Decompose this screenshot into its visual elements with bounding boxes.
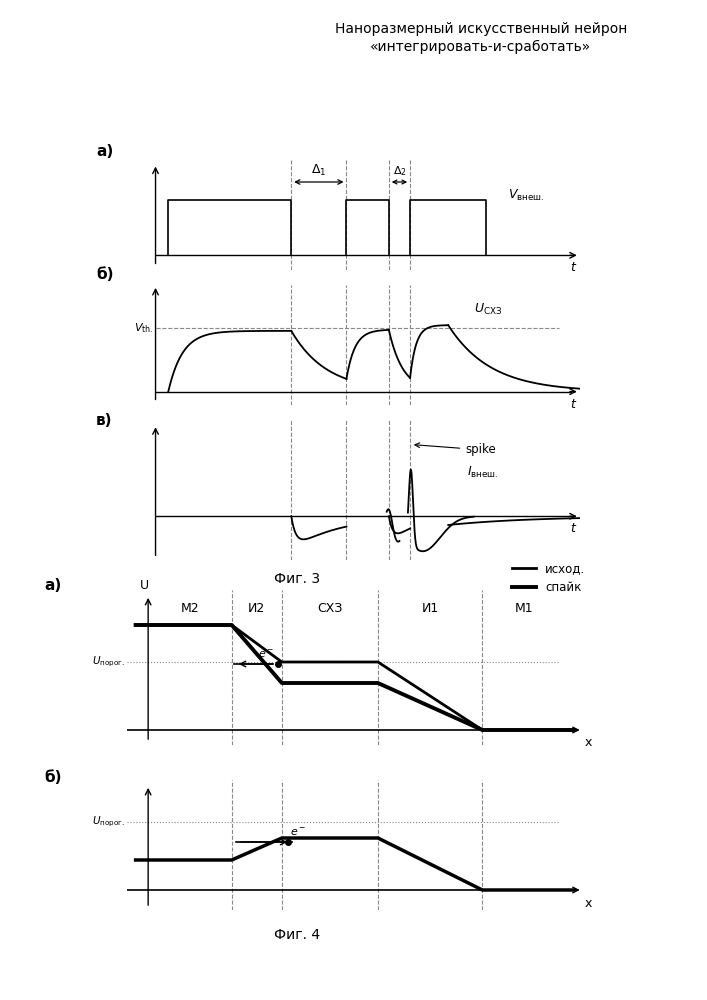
Text: $V_{\mathregular{внеш.}}$: $V_{\mathregular{внеш.}}$ <box>508 188 544 203</box>
Text: Наноразмерный искусственный нейрон: Наноразмерный искусственный нейрон <box>334 22 627 36</box>
Text: U: U <box>139 579 148 592</box>
Text: СХЗ: СХЗ <box>317 602 343 615</box>
Text: в): в) <box>96 413 112 428</box>
Text: Фиг. 4: Фиг. 4 <box>274 928 320 942</box>
Text: б): б) <box>45 770 62 785</box>
Text: $U_{\mathregular{порог.}}$: $U_{\mathregular{порог.}}$ <box>92 655 125 669</box>
Text: $U_{\mathregular{порог.}}$: $U_{\mathregular{порог.}}$ <box>92 815 125 829</box>
Text: а): а) <box>96 143 113 158</box>
Text: spike: spike <box>415 443 496 456</box>
Text: а): а) <box>45 578 62 593</box>
Text: И1: И1 <box>421 602 439 615</box>
Text: б): б) <box>96 267 114 282</box>
Text: М1: М1 <box>515 602 534 615</box>
Text: Фиг. 3: Фиг. 3 <box>274 572 320 586</box>
Legend: исход., спайк: исход., спайк <box>508 557 590 598</box>
Text: $t$: $t$ <box>570 521 577 534</box>
Text: $t$: $t$ <box>570 398 577 411</box>
Text: x: x <box>585 736 592 749</box>
Text: $I_{\mathregular{внеш.}}$: $I_{\mathregular{внеш.}}$ <box>467 465 499 480</box>
Text: $\Delta_2$: $\Delta_2$ <box>392 165 407 178</box>
Text: $t$: $t$ <box>570 261 577 274</box>
Text: И2: И2 <box>248 602 265 615</box>
Text: $U_{\mathregular{СХЗ}}$: $U_{\mathregular{СХЗ}}$ <box>474 302 502 317</box>
Text: «интегрировать-и-сработать»: «интегрировать-и-сработать» <box>370 40 591 54</box>
Text: x: x <box>585 897 592 910</box>
Text: М2: М2 <box>180 602 199 615</box>
Text: $\Delta_1$: $\Delta_1$ <box>311 163 327 178</box>
Text: $V_{\mathregular{th.}}$: $V_{\mathregular{th.}}$ <box>134 321 153 335</box>
Text: $e^-$: $e^-$ <box>290 827 307 838</box>
Text: $e^-$: $e^-$ <box>258 649 274 660</box>
